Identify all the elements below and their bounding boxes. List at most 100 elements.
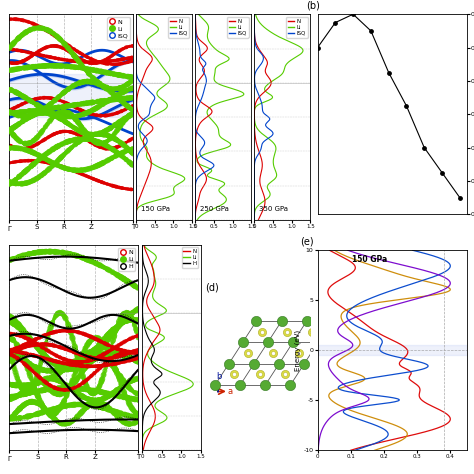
Point [111, 71, 118, 78]
Point [111, 50, 118, 58]
Point [107, 344, 115, 352]
Point [28, 351, 36, 359]
Point [23, 340, 31, 347]
Point [46, 159, 53, 167]
Point [121, 95, 128, 102]
Point [52, 361, 60, 368]
Point [57, 390, 64, 398]
Point [120, 72, 128, 80]
Point [32, 336, 40, 343]
Point [127, 103, 134, 111]
Point [57, 390, 65, 398]
Point [84, 363, 91, 370]
Point [41, 151, 49, 159]
Point [88, 131, 96, 138]
Point [116, 347, 124, 355]
Point [58, 128, 65, 136]
Point [128, 356, 135, 364]
Point [111, 96, 118, 103]
Point [39, 25, 46, 32]
Point [73, 365, 81, 373]
Point [62, 108, 70, 116]
Point [46, 374, 54, 382]
Point [113, 346, 121, 354]
Point [71, 357, 79, 365]
Point [46, 329, 54, 337]
Point [50, 367, 58, 374]
Point [22, 400, 29, 408]
Point [39, 377, 47, 384]
Point [90, 335, 97, 342]
Point [104, 341, 111, 348]
Point [98, 81, 105, 89]
Point [42, 355, 49, 362]
Point [102, 97, 109, 104]
Point [75, 169, 83, 177]
Point [130, 316, 137, 323]
Point [105, 156, 112, 164]
Point [23, 146, 31, 154]
Point [121, 59, 128, 67]
Point [90, 111, 97, 118]
Point [101, 84, 109, 92]
Point [44, 119, 52, 127]
Point [8, 313, 15, 320]
Point [77, 363, 84, 370]
Point [85, 70, 92, 77]
Point [117, 351, 125, 359]
Point [126, 420, 133, 428]
Point [82, 66, 90, 73]
Point [54, 362, 61, 370]
Point [42, 331, 49, 339]
Point [35, 341, 42, 348]
Point [84, 136, 91, 143]
Point [46, 386, 54, 393]
Point [111, 410, 118, 418]
Point [75, 359, 83, 366]
Point [7, 357, 14, 365]
Point [17, 16, 25, 24]
Point [132, 356, 139, 364]
Point [104, 97, 112, 104]
Point [6, 45, 13, 53]
Point [71, 52, 78, 60]
Point [100, 264, 108, 272]
Point [46, 101, 53, 109]
Point [37, 400, 45, 407]
Point [117, 273, 124, 281]
Point [104, 132, 111, 139]
Point [128, 377, 135, 384]
Point [22, 113, 29, 120]
Point [130, 316, 138, 323]
Point [66, 48, 73, 56]
Point [87, 55, 94, 63]
Point [43, 150, 51, 157]
Point [83, 355, 91, 363]
Point [58, 37, 65, 45]
Point [78, 357, 85, 365]
Point [103, 350, 111, 357]
Point [90, 140, 98, 148]
Point [111, 408, 118, 415]
Point [37, 374, 45, 382]
Point [65, 85, 73, 92]
Point [21, 356, 28, 364]
Point [65, 48, 73, 55]
Point [60, 112, 67, 120]
Point [90, 75, 98, 82]
Point [79, 133, 86, 141]
Point [22, 357, 29, 365]
Point [122, 419, 129, 427]
Point [126, 146, 133, 154]
Point [69, 362, 76, 369]
Point [133, 390, 140, 397]
Point [64, 165, 72, 173]
Point [44, 105, 51, 113]
Point [60, 312, 68, 319]
Point [24, 363, 31, 370]
Point [82, 100, 89, 107]
Point [28, 385, 36, 393]
Point [54, 385, 61, 392]
Point [20, 108, 27, 116]
Point [51, 328, 59, 336]
